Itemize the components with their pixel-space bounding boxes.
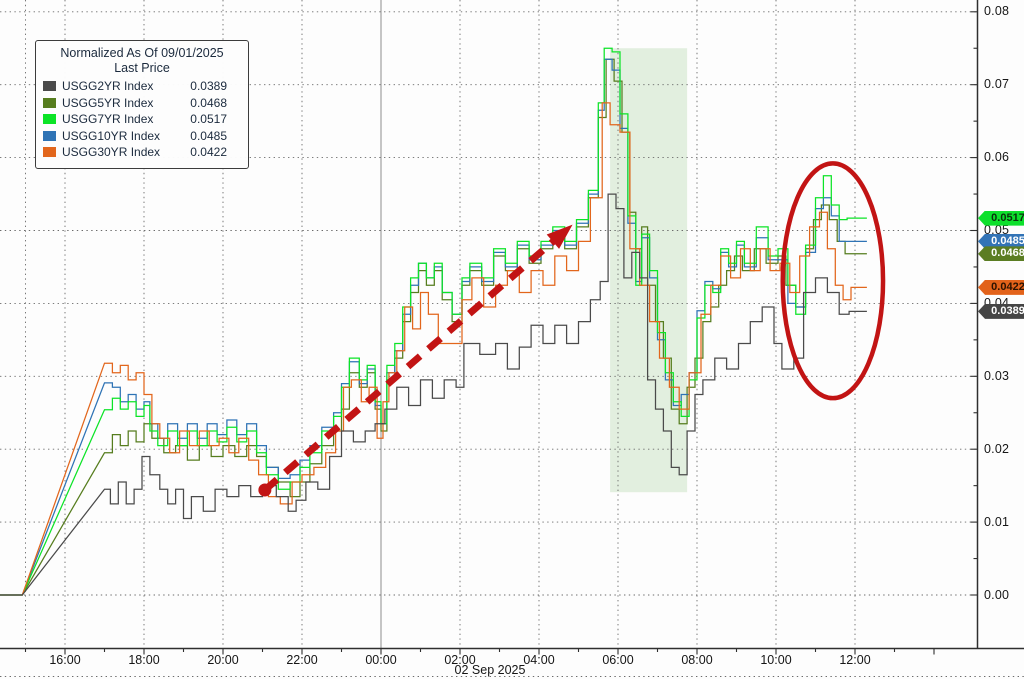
legend-box: Normalized As Of 09/01/2025 Last Price U… [35, 40, 249, 169]
price-badge: 0.0485 [978, 233, 1024, 249]
x-tick-label: 12:00 [839, 653, 871, 667]
legend-series-name: USGG30YR Index [62, 145, 161, 159]
legend-swatch-usgg2yr [43, 81, 56, 92]
y-tick-label: 0.05 [984, 223, 1010, 237]
x-tick-label: 22:00 [286, 653, 318, 667]
legend-series-value: 0.0389 [190, 79, 227, 93]
y-tick-label: 0.07 [984, 77, 1010, 92]
price-badge: 0.0389 [978, 303, 1024, 319]
legend-series-value: 0.0468 [190, 95, 227, 110]
legend-swatch-usgg10yr [43, 130, 56, 141]
legend-swatch-usgg30yr [43, 147, 56, 158]
legend-series-name: USGG10YR Index [62, 128, 161, 143]
x-tick-label: 04:00 [523, 653, 555, 667]
x-tick-label: 10:00 [760, 653, 792, 667]
x-tick-label: 00:00 [365, 653, 397, 667]
x-tick-label: 20:00 [207, 653, 239, 667]
legend-swatch-usgg5yr [43, 97, 56, 108]
price-badge: 0.0468 [978, 246, 1024, 262]
legend-item: USGG2YR Index 0.0389 [43, 78, 241, 95]
price-badge: 0.0422 [978, 279, 1024, 295]
x-axis-date-label: 02 Sep 2025 [454, 663, 526, 677]
y-tick-label: 0.02 [984, 441, 1010, 456]
legend-series-name: USGG5YR Index [62, 95, 154, 110]
price-badge: 0.0517 [978, 210, 1024, 226]
y-tick-label: 0.08 [984, 4, 1010, 19]
x-tick-label: 08:00 [681, 653, 713, 667]
y-tick-label: 0.01 [984, 514, 1010, 529]
legend-series-value: 0.0485 [190, 128, 227, 143]
y-tick-label: 0.06 [984, 150, 1010, 165]
legend-item: USGG5YR Index 0.0468 [43, 95, 241, 112]
y-tick-label: 0.00 [984, 587, 1010, 602]
legend-item: USGG10YR Index 0.0485 [43, 128, 241, 145]
legend-item: USGG30YR Index 0.0422 [43, 144, 241, 161]
x-tick-label: 06:00 [602, 653, 634, 667]
legend-series-value: 0.0422 [190, 145, 227, 159]
legend-subtitle: Last Price [114, 61, 170, 75]
legend-item: USGG7YR Index 0.0517 [43, 111, 241, 128]
y-tick-label: 0.03 [984, 368, 1010, 383]
x-tick-label: 18:00 [128, 653, 160, 667]
legend-title: Normalized As Of 09/01/2025 [60, 46, 224, 60]
x-tick-label: 02:00 [444, 653, 476, 667]
legend-swatch-usgg7yr [43, 114, 56, 125]
legend-series-value: 0.0517 [190, 112, 227, 126]
x-tick-label: 16:00 [49, 653, 81, 667]
legend-series-name: USGG2YR Index [62, 79, 154, 93]
legend-series-name: USGG7YR Index [62, 112, 154, 126]
